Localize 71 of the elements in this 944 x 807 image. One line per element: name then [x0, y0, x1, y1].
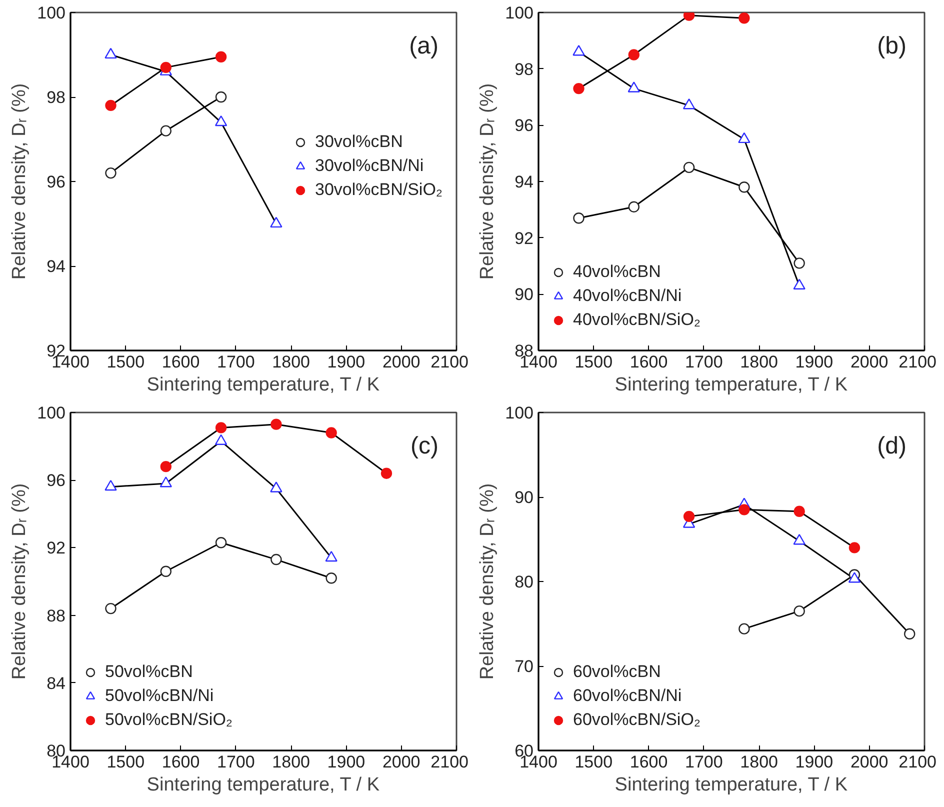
x-axis-title: Sintering temperature, T / K: [146, 774, 380, 796]
y-tick-label: 80: [514, 572, 534, 592]
x-tick-label: 2000: [382, 352, 420, 372]
x-tick-label: 1700: [685, 352, 723, 372]
annotation: (c): [410, 432, 438, 460]
y-tick-label: 88: [46, 606, 66, 626]
y-tick-label: 96: [514, 116, 534, 136]
y-tick-label: 94: [514, 172, 534, 192]
x-tick-label: 2000: [850, 752, 888, 772]
legend-label: 40vol%cBN/Ni: [573, 286, 682, 306]
legend-label: 50vol%cBN/SiO₂: [105, 710, 233, 730]
x-tick-label: 1600: [162, 752, 200, 772]
x-tick-label: 2100: [898, 752, 937, 772]
y-tick-label: 100: [505, 4, 534, 22]
y-axis-title: Relative density, Dᵣ (%): [9, 83, 30, 280]
x-tick-label: 2100: [430, 752, 469, 772]
y-tick-label: 92: [514, 228, 534, 248]
x-tick-label: 1500: [574, 752, 613, 772]
legend-label: 50vol%cBN: [105, 662, 193, 682]
x-tick-label: 1600: [630, 752, 668, 772]
x-tick-label: 1800: [740, 752, 778, 772]
y-tick-label: 96: [46, 172, 66, 192]
legend-label: 40vol%cBN: [573, 262, 661, 282]
x-tick-label: 1800: [272, 352, 310, 372]
legend-label: 30vol%cBN: [315, 132, 403, 152]
y-tick-label: 100: [505, 404, 534, 422]
x-axis-title: Sintering temperature, T / K: [146, 374, 380, 396]
x-tick-label: 1800: [272, 752, 310, 772]
x-tick-label: 1900: [795, 752, 834, 772]
y-tick-label: 84: [46, 674, 66, 693]
x-tick-label: 1500: [106, 352, 145, 372]
x-tick-label: 1700: [217, 752, 255, 772]
annotation: (b): [877, 32, 907, 60]
y-tick-label: 94: [46, 257, 66, 276]
x-tick-label: 1900: [327, 752, 366, 772]
x-tick-label: 1700: [217, 352, 255, 372]
x-tick-label: 1600: [162, 352, 200, 372]
y-tick-label: 70: [514, 657, 534, 676]
x-tick-label: 1800: [740, 352, 778, 372]
annotation: (a): [409, 32, 439, 60]
y-tick-label: 100: [37, 4, 66, 22]
x-tick-label: 1500: [574, 352, 613, 372]
x-axis-title: Sintering temperature, T / K: [614, 774, 848, 796]
y-axis-title: Relative density, Dᵣ (%): [9, 483, 30, 680]
legend-label: 60vol%cBN/Ni: [573, 686, 682, 706]
x-tick-label: 1700: [685, 752, 723, 772]
y-tick-label: 98: [46, 88, 66, 107]
y-tick-label: 100: [37, 404, 66, 422]
y-tick-label: 90: [514, 285, 534, 304]
x-tick-label: 1900: [327, 352, 366, 372]
y-axis-title: Relative density, Dᵣ (%): [477, 83, 498, 280]
y-tick-label: 98: [514, 60, 534, 79]
x-tick-label: 1600: [630, 352, 668, 372]
y-tick-label: 92: [46, 538, 66, 558]
x-tick-label: 1500: [106, 752, 145, 772]
legend-label: 30vol%cBN/Ni: [315, 156, 424, 176]
annotation: (d): [877, 432, 907, 460]
x-tick-label: 2100: [430, 352, 469, 372]
legend-label: 60vol%cBN/SiO₂: [573, 710, 701, 730]
legend-label: 40vol%cBN/SiO₂: [573, 310, 701, 330]
legend-label: 60vol%cBN: [573, 662, 661, 682]
x-tick-label: 2000: [382, 752, 420, 772]
y-tick-label: 90: [514, 488, 534, 507]
y-tick-label: 96: [46, 471, 66, 490]
x-axis-title: Sintering temperature, T / K: [614, 374, 848, 396]
legend-label: 50vol%cBN/Ni: [105, 686, 214, 706]
x-tick-label: 1900: [795, 352, 834, 372]
x-tick-label: 2100: [898, 352, 937, 372]
y-axis-title: Relative density, Dᵣ (%): [477, 483, 498, 680]
legend-label: 30vol%cBN/SiO₂: [315, 180, 443, 200]
x-tick-label: 2000: [850, 352, 888, 372]
